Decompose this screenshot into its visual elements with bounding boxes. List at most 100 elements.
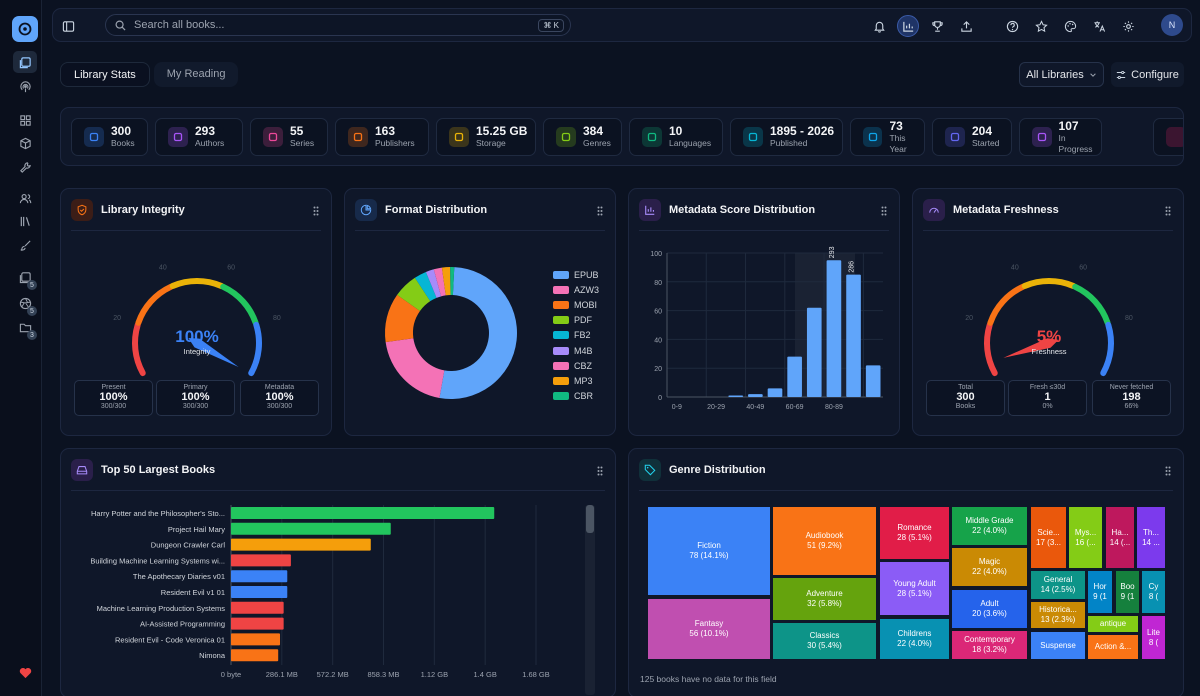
- score-bar[interactable]: [787, 356, 802, 397]
- genre-cell[interactable]: Adventure 32 (5.8%): [772, 577, 877, 621]
- score-bar[interactable]: [767, 388, 783, 397]
- genre-cell[interactable]: Fiction 78 (14.1%): [647, 506, 771, 596]
- score-bar[interactable]: [865, 365, 881, 397]
- theme-button[interactable]: [1059, 15, 1081, 37]
- sidebar-item-support[interactable]: [16, 664, 34, 682]
- card-menu-button[interactable]: [595, 205, 605, 217]
- user-avatar[interactable]: N: [1161, 14, 1183, 36]
- sidebar-item-broadcast[interactable]: [16, 78, 34, 96]
- sidebar-item-brush[interactable]: [16, 236, 34, 254]
- sidebar-item-library-2[interactable]: [16, 294, 34, 312]
- card-menu-button[interactable]: [1163, 465, 1173, 477]
- score-bar[interactable]: [846, 274, 861, 397]
- notifications-button[interactable]: [868, 15, 890, 37]
- favorites-button[interactable]: [1030, 15, 1052, 37]
- genre-cell[interactable]: Adult 20 (3.6%): [951, 589, 1028, 629]
- donut-slice-fb2[interactable]: [414, 271, 437, 302]
- legend-item[interactable]: AZW3: [553, 282, 599, 297]
- sidebar-item-users[interactable]: [16, 189, 34, 207]
- sidebar-item-dashboard[interactable]: [13, 51, 37, 73]
- genre-cell[interactable]: Contemporary 18 (3.2%): [951, 630, 1028, 660]
- genre-cell[interactable]: Hor 9 (1: [1087, 570, 1113, 614]
- card-menu-button[interactable]: [311, 205, 321, 217]
- legend-item[interactable]: PDF: [553, 313, 599, 328]
- genre-cell[interactable]: Mys... 16 (...: [1068, 506, 1103, 569]
- search-bar[interactable]: Search all books... ⌘ K: [105, 14, 571, 36]
- chart-scrollbar[interactable]: [585, 505, 595, 695]
- tab-library-stats[interactable]: Library Stats: [60, 62, 150, 87]
- settings-button[interactable]: [1117, 15, 1139, 37]
- legend-swatch: [553, 346, 569, 355]
- genre-cell[interactable]: antique: [1087, 615, 1139, 633]
- sidebar-item-grid[interactable]: [16, 111, 34, 129]
- genre-cell[interactable]: Childrens 22 (4.0%): [879, 618, 950, 660]
- app-logo[interactable]: [12, 16, 38, 42]
- book-size-bar[interactable]: [231, 507, 495, 519]
- legend-item[interactable]: M4B: [553, 343, 599, 358]
- book-size-bar[interactable]: [231, 633, 281, 646]
- book-size-bar[interactable]: [231, 554, 291, 567]
- stats-button[interactable]: [897, 15, 919, 37]
- donut-slice-cbz[interactable]: [433, 267, 446, 297]
- book-size-bar[interactable]: [231, 538, 371, 551]
- legend-item[interactable]: FB2: [553, 328, 599, 343]
- book-size-bar[interactable]: [231, 601, 284, 614]
- legend-item[interactable]: MP3: [553, 373, 599, 388]
- card-menu-button[interactable]: [595, 465, 605, 477]
- genre-cell[interactable]: Cy 8 (: [1141, 570, 1166, 614]
- configure-button[interactable]: Configure: [1111, 62, 1184, 87]
- achievements-button[interactable]: [926, 15, 948, 37]
- genre-cell[interactable]: General 14 (2.5%): [1030, 570, 1086, 600]
- legend-item[interactable]: CBZ: [553, 358, 599, 373]
- book-size-bar[interactable]: [231, 586, 288, 598]
- donut-slice-mp3[interactable]: [441, 267, 451, 296]
- help-button[interactable]: [1001, 15, 1023, 37]
- tab-my-reading[interactable]: My Reading: [153, 62, 239, 87]
- donut-slice-pdf[interactable]: [397, 277, 431, 312]
- sidebar-item-library-1[interactable]: [16, 268, 34, 286]
- genre-cell[interactable]: Boo 9 (1: [1115, 570, 1140, 614]
- sidebar-item-folders[interactable]: [16, 318, 34, 336]
- genre-cell[interactable]: Ha... 14 (...: [1105, 506, 1135, 569]
- genre-cell[interactable]: Action &...: [1087, 634, 1139, 660]
- card-menu-button[interactable]: [879, 205, 889, 217]
- genre-cell[interactable]: Middle Grade 22 (4.0%): [951, 506, 1028, 546]
- legend-item[interactable]: CBR: [553, 389, 599, 404]
- book-size-bar[interactable]: [231, 649, 279, 662]
- donut-slice-epub[interactable]: [439, 267, 517, 399]
- genre-cell[interactable]: Historica... 13 (2.3%): [1030, 601, 1086, 629]
- score-bar[interactable]: [826, 260, 842, 397]
- donut-slice-azw3[interactable]: [385, 338, 445, 398]
- genre-cell[interactable]: Th... 14 ...: [1136, 506, 1166, 569]
- card-menu-button[interactable]: [1163, 205, 1173, 217]
- genre-cell[interactable]: Audiobook 51 (9.2%): [772, 506, 877, 576]
- genre-cell[interactable]: Fantasy 56 (10.1%): [647, 598, 771, 660]
- search-input[interactable]: Search all books...: [134, 19, 225, 31]
- score-bar[interactable]: [748, 394, 763, 397]
- library-select[interactable]: All Libraries: [1019, 62, 1104, 87]
- legend-item[interactable]: EPUB: [553, 267, 599, 282]
- book-size-bar[interactable]: [231, 617, 284, 630]
- language-button[interactable]: [1088, 15, 1110, 37]
- scrollbar-thumb[interactable]: [586, 505, 594, 533]
- book-size-bar[interactable]: [231, 570, 288, 583]
- donut-slice-cbr[interactable]: [450, 267, 455, 296]
- legend-item[interactable]: MOBI: [553, 297, 599, 312]
- genre-cell[interactable]: Suspense: [1030, 631, 1086, 660]
- score-bar[interactable]: [806, 307, 822, 397]
- sidebar-item-box[interactable]: [16, 134, 34, 152]
- score-bar[interactable]: [728, 395, 744, 397]
- genre-cell[interactable]: Romance 28 (5.1%): [879, 506, 950, 560]
- donut-slice-mobi[interactable]: [385, 294, 420, 343]
- donut-slice-m4b[interactable]: [425, 269, 442, 298]
- toggle-sidebar-button[interactable]: [57, 15, 79, 37]
- genre-cell[interactable]: Classics 30 (5.4%): [772, 622, 877, 660]
- genre-cell[interactable]: Scie... 17 (3...: [1030, 506, 1067, 569]
- sidebar-item-shelves[interactable]: [16, 212, 34, 230]
- upload-button[interactable]: [955, 15, 977, 37]
- sidebar-item-tools[interactable]: [16, 158, 34, 176]
- genre-cell[interactable]: Lite 8 (: [1141, 615, 1166, 660]
- genre-cell[interactable]: Young Adult 28 (5.1%): [879, 561, 950, 616]
- genre-cell[interactable]: Magic 22 (4.0%): [951, 547, 1028, 587]
- book-size-bar[interactable]: [231, 522, 391, 535]
